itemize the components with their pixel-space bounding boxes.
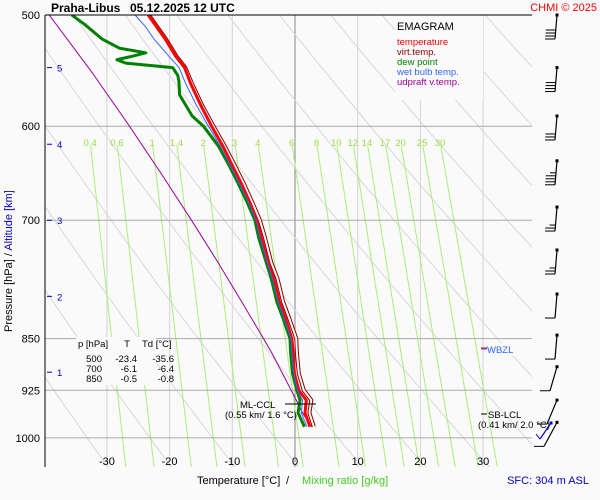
copyright: CHMI © 2025 — [530, 2, 597, 14]
wind-barb-station — [556, 66, 559, 69]
mixing-ratio-label: 6 — [289, 138, 294, 149]
table-cell: -0.5 — [121, 374, 137, 385]
mixing-ratio-label: 0.4 — [84, 138, 97, 149]
pressure-axis-label: Pressure [hPa] — [3, 259, 15, 332]
wind-barb-station — [556, 159, 559, 162]
wind-barb-station — [556, 334, 559, 337]
altitude-tick-label: 5 — [57, 64, 62, 75]
table-header-t: T — [124, 339, 130, 350]
pressure-tick-label: 700 — [22, 215, 40, 227]
wind-barb-station — [556, 365, 559, 368]
y-axis-title: Pressure [hPa] / Altitude [km] — [3, 190, 15, 332]
altitude-tick-label: 3 — [57, 216, 62, 227]
legend-title: EMAGRAM — [397, 21, 454, 33]
ml-ccl-detail: (0.55 km/ 1.6 °C) — [225, 410, 297, 421]
mixing-ratio-label: 1 — [150, 138, 155, 149]
mixing-ratio-label: 17 — [380, 138, 391, 149]
altitude-axis-label: Altitude [km] — [3, 190, 15, 251]
y-axis-separator: / — [3, 251, 15, 260]
altitude-tick-label: 4 — [57, 140, 62, 151]
mixing-ratio-label: 3 — [232, 138, 237, 149]
temperature-axis-label: Temperature [°C] — [197, 475, 280, 487]
wind-barb-surface-station — [550, 422, 553, 425]
station-title: Praha-Libus — [51, 1, 121, 15]
altitude-tick-label: 2 — [57, 292, 62, 303]
mixing-ratio-axis-label: Mixing ratio [g/kg] — [302, 475, 388, 487]
mixing-ratio-label: 14 — [362, 138, 373, 149]
wind-barb-station — [556, 249, 559, 252]
mixing-ratio-label: 1.4 — [170, 138, 183, 149]
pressure-tick-label: 1000 — [16, 433, 40, 445]
wind-barb-station — [556, 114, 559, 117]
wind-barb-station — [556, 421, 559, 424]
wind-barb-station — [556, 399, 559, 402]
sounding-table: p [hPa] T Td [°C] 500 -23.4 -35.6 700 -6… — [76, 337, 174, 385]
wbzl-label: WBZL — [487, 345, 513, 356]
wind-barb-station — [556, 293, 559, 296]
mixing-ratio-label: 12 — [347, 138, 358, 149]
temperature-tick-label: -30 — [99, 456, 115, 468]
legend-item-updraft: udpraft v.temp. — [397, 77, 460, 88]
mixing-ratio-label: 20 — [395, 138, 406, 149]
table-header-td: Td [°C] — [142, 339, 172, 350]
legend: EMAGRAM temperature virt.temp. dew point… — [395, 16, 483, 100]
temperature-tick-label: -20 — [162, 456, 178, 468]
pressure-tick-label: 500 — [22, 10, 40, 22]
pressure-tick-label: 925 — [22, 385, 40, 397]
datetime-title: 05.12.2025 12 UTC — [130, 1, 235, 15]
sfc-height: SFC: 304 m ASL — [507, 475, 589, 487]
table-cell: 850 — [86, 374, 102, 385]
altitude-tick-label: 1 — [57, 368, 62, 379]
mixing-ratio-label: 0.6 — [110, 138, 123, 149]
temperature-tick-label: 30 — [477, 456, 489, 468]
mixing-ratio-label: 8 — [314, 138, 319, 149]
table-header-p: p [hPa] — [78, 339, 108, 350]
mixing-ratio-label: 2 — [200, 138, 205, 149]
wbzl-annotation: WBZL — [481, 343, 522, 356]
sb-lcl-detail: (0.41 km/ 2.0 °C) — [478, 420, 550, 431]
temperature-tick-label: 20 — [414, 456, 426, 468]
wind-barb-station — [556, 206, 559, 209]
table-cell: -0.8 — [158, 374, 174, 385]
temperature-tick-label: 0 — [292, 456, 298, 468]
temperature-tick-label: -10 — [224, 456, 240, 468]
pressure-tick-label: 850 — [22, 334, 40, 346]
mixing-ratio-label: 25 — [417, 138, 428, 149]
pressure-tick-label: 600 — [22, 121, 40, 133]
mixing-ratio-label: 10 — [331, 138, 342, 149]
temperature-tick-label: 10 — [352, 456, 364, 468]
mixing-ratio-label: 30 — [435, 138, 446, 149]
mixing-ratio-label: 4 — [255, 138, 260, 149]
